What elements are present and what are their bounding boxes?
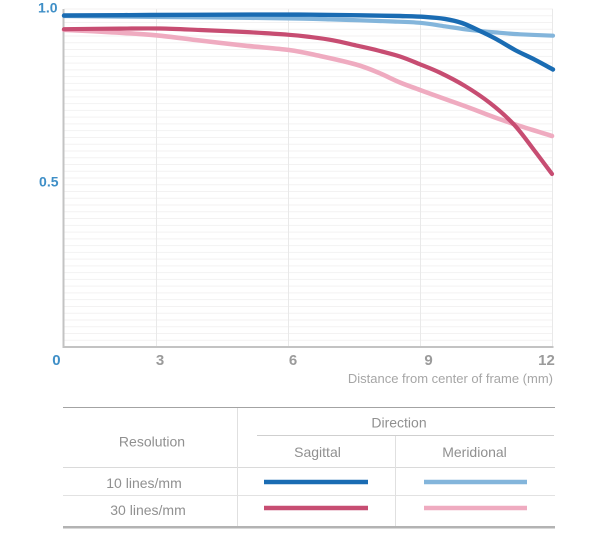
- svg-text:Meridional: Meridional: [442, 444, 507, 460]
- svg-text:12: 12: [538, 352, 555, 369]
- svg-text:6: 6: [289, 352, 297, 369]
- svg-text:Sagittal: Sagittal: [294, 444, 341, 460]
- svg-text:10 lines/mm: 10 lines/mm: [106, 475, 181, 491]
- svg-text:0.5: 0.5: [39, 173, 59, 189]
- svg-text:Distance from center of frame: Distance from center of frame (mm): [348, 371, 553, 386]
- svg-text:30 lines/mm: 30 lines/mm: [110, 502, 185, 518]
- svg-text:3: 3: [156, 352, 164, 369]
- svg-text:9: 9: [424, 352, 432, 369]
- svg-text:1.0: 1.0: [38, 0, 58, 15]
- svg-text:Resolution: Resolution: [119, 434, 185, 450]
- svg-text:0: 0: [52, 352, 60, 369]
- svg-text:Direction: Direction: [371, 414, 426, 430]
